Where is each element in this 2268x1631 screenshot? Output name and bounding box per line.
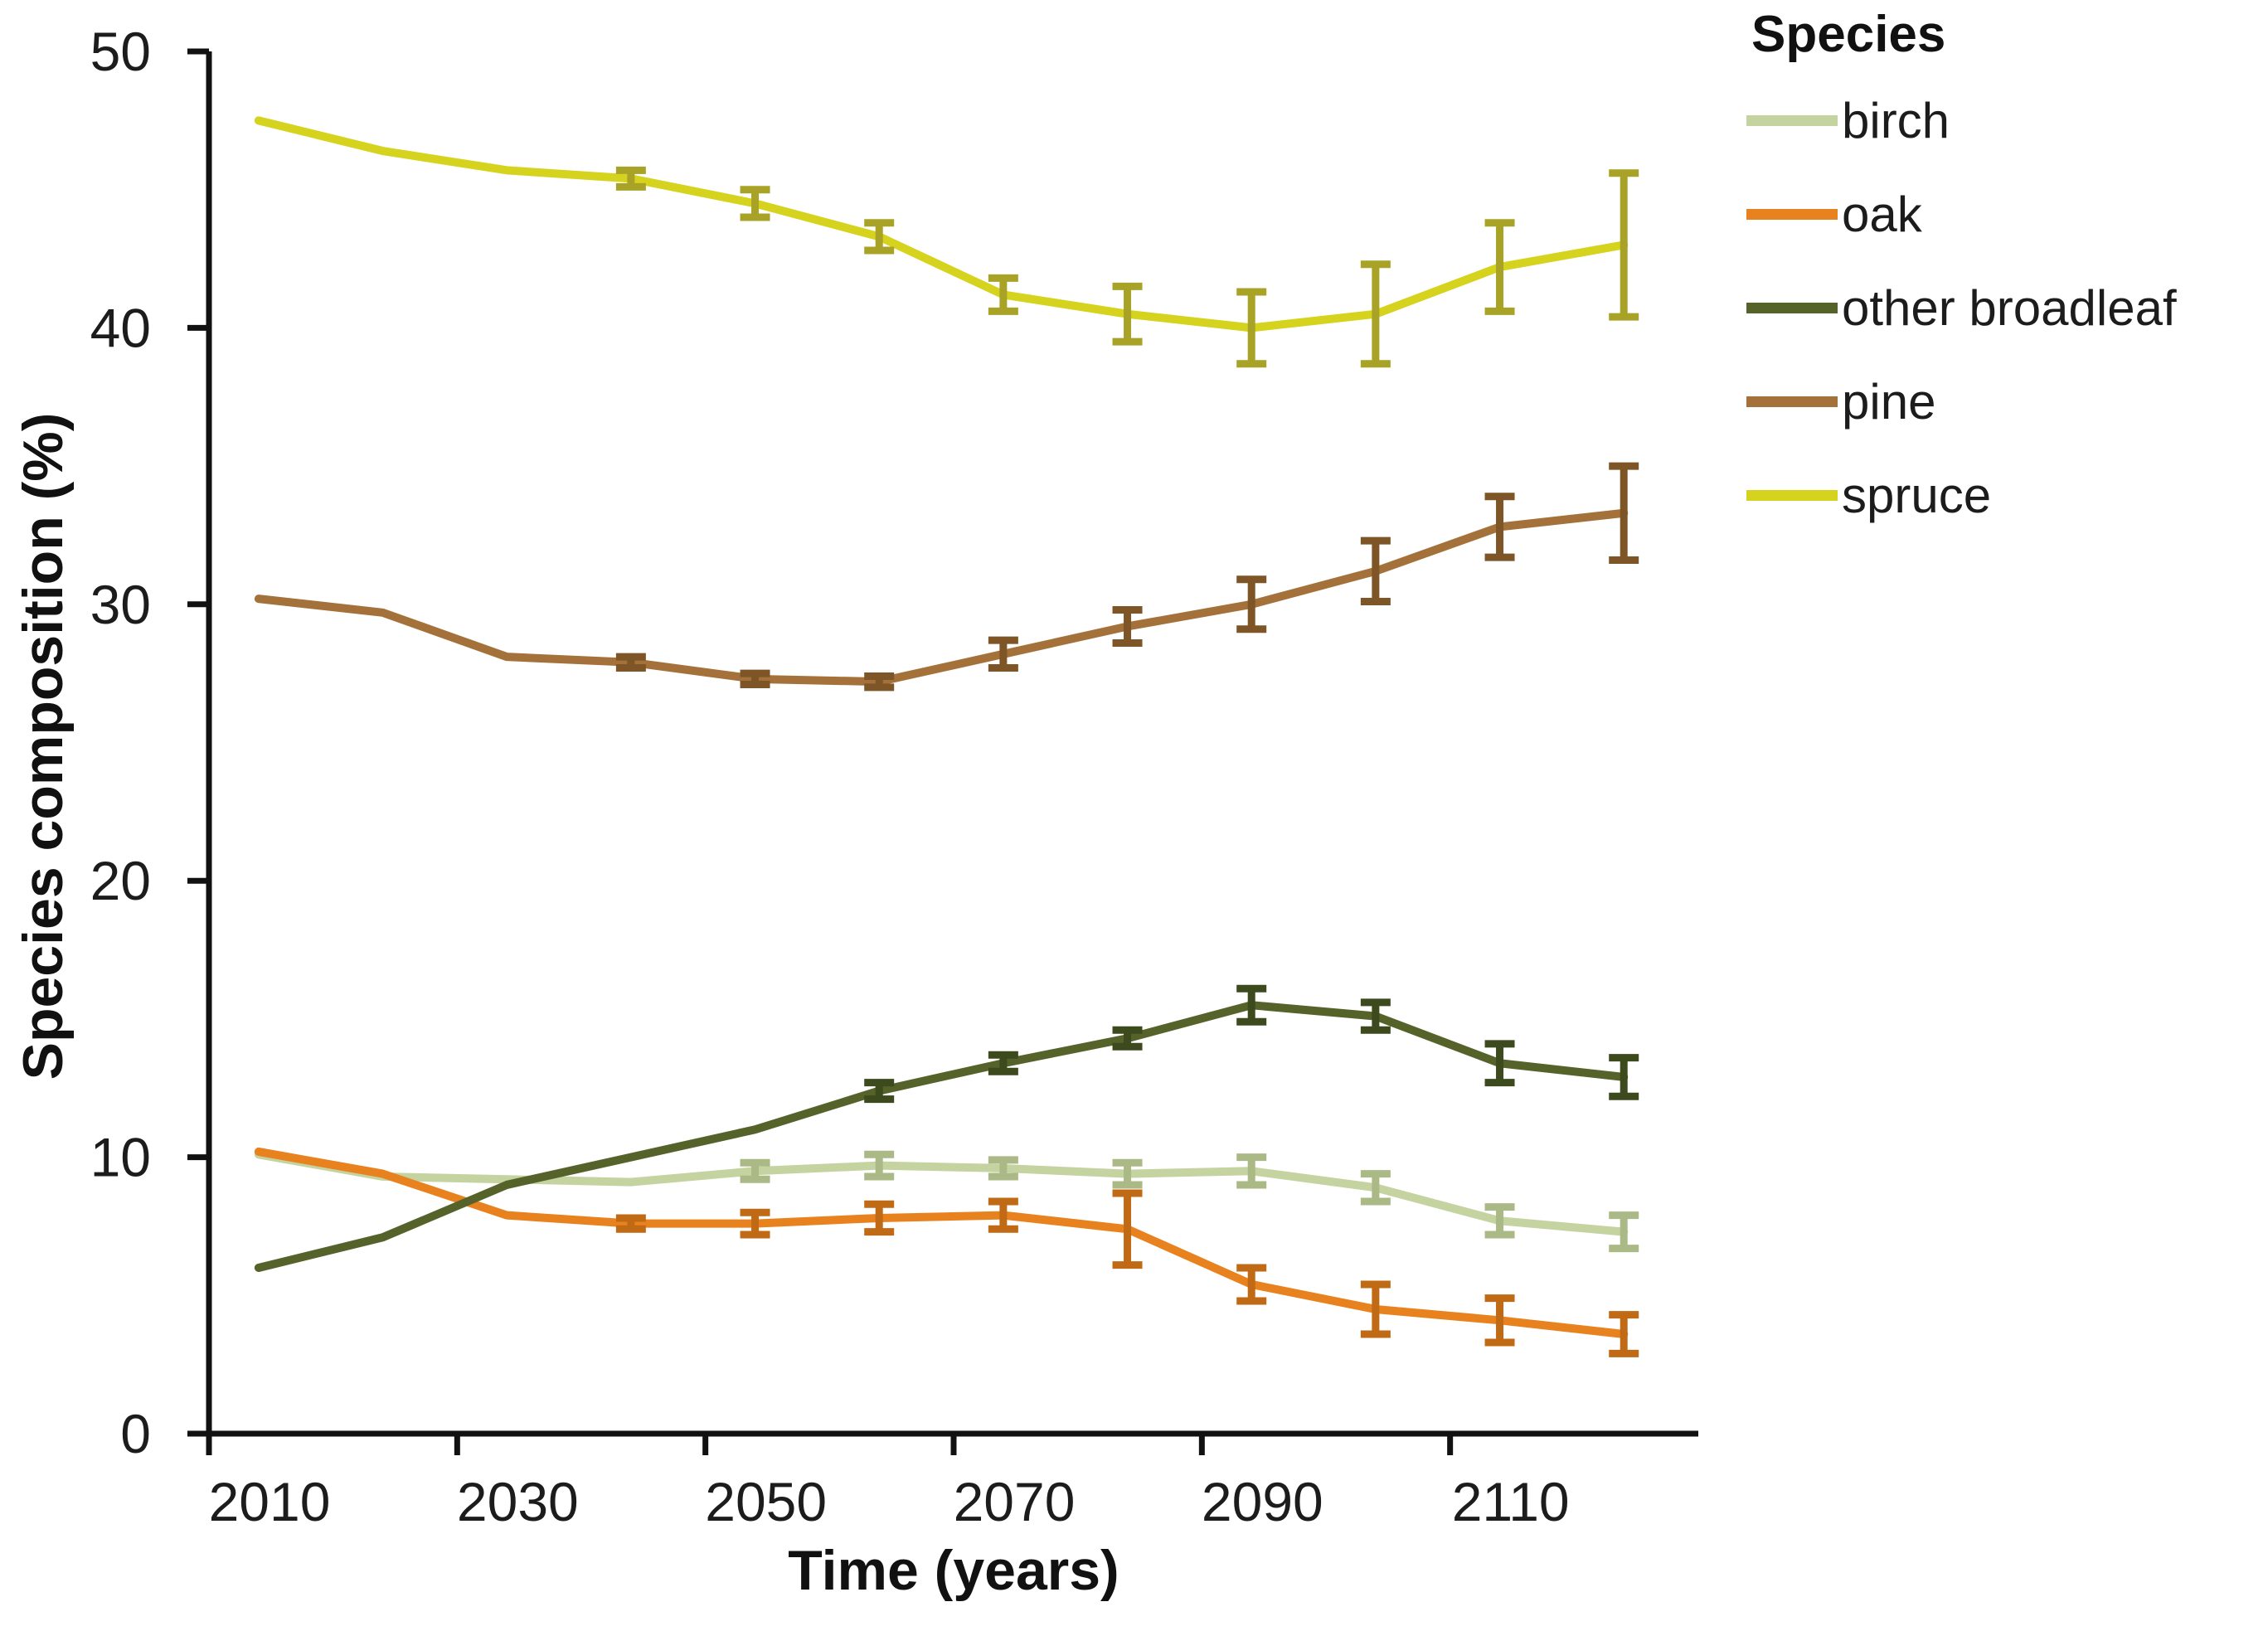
y-tick-label: 10 xyxy=(90,1127,151,1188)
legend-swatch-pine xyxy=(1746,396,1838,407)
legend-item-oak: oak xyxy=(1746,167,2177,261)
x-tick-label: 2010 xyxy=(209,1471,331,1532)
legend-swatch-spruce xyxy=(1746,490,1838,501)
legend-title: Species xyxy=(1751,6,1946,63)
y-tick-label: 20 xyxy=(90,850,151,911)
y-tick-label: 40 xyxy=(90,297,151,358)
legend-label-pine: pine xyxy=(1842,374,1936,430)
series-line-pine xyxy=(254,508,1629,687)
legend-label-spruce: spruce xyxy=(1842,468,1992,523)
legend-swatch-birch xyxy=(1746,115,1838,126)
legend-item-other-broadleaf: other broadleaf xyxy=(1746,261,2177,355)
series-line-oak xyxy=(254,1147,1629,1338)
x-tick-label: 2050 xyxy=(705,1471,827,1532)
legend-item-spruce: spruce xyxy=(1746,449,2177,542)
y-tick-label: 50 xyxy=(90,21,151,82)
legend-swatch-oak xyxy=(1746,209,1838,220)
x-tick-label: 2030 xyxy=(457,1471,579,1532)
legend-swatch-other-broadleaf xyxy=(1746,303,1838,313)
x-tick-label: 2090 xyxy=(1202,1471,1323,1532)
legend-label-oak: oak xyxy=(1842,187,1922,242)
legend-item-birch: birch xyxy=(1746,74,2177,167)
legend-label-other-broadleaf: other broadleaf xyxy=(1842,280,2177,336)
legend-label-birch: birch xyxy=(1842,93,1950,148)
legend-item-pine: pine xyxy=(1746,355,2177,449)
y-tick-label: 30 xyxy=(90,574,151,635)
series-line-other-broadleaf xyxy=(254,1001,1629,1272)
y-tick-label: 0 xyxy=(120,1403,151,1464)
y-axis-title: Species composition (%) xyxy=(12,412,75,1080)
series-line-spruce xyxy=(254,116,1629,333)
x-tick-label: 2070 xyxy=(954,1471,1076,1532)
legend: Species birch oak other broadleaf pine s… xyxy=(1746,5,2177,542)
x-tick-label: 2110 xyxy=(1452,1471,1570,1532)
x-axis-title: Time (years) xyxy=(788,1539,1119,1602)
series-line-birch xyxy=(254,1150,1629,1236)
